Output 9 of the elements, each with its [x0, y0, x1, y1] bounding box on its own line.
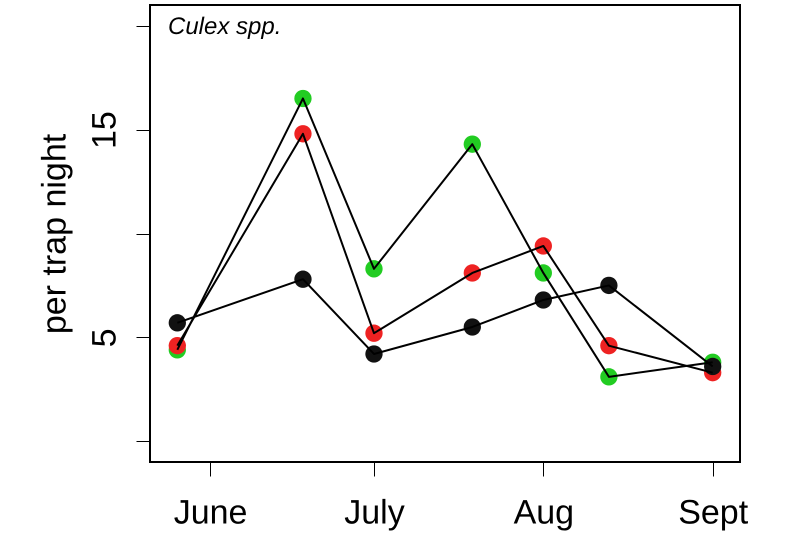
x-tick-label: Sept — [678, 494, 749, 532]
x-tick-label: June — [174, 494, 248, 532]
x-tick-label: Aug — [514, 494, 574, 532]
annotation: Culex spp. — [168, 13, 282, 40]
x-tick-label: July — [344, 494, 405, 532]
point — [168, 314, 186, 332]
y-tick-label: 5 — [86, 328, 124, 348]
y-axis-title: per trap night — [36, 133, 74, 334]
y-tick-label: 15 — [86, 111, 124, 150]
